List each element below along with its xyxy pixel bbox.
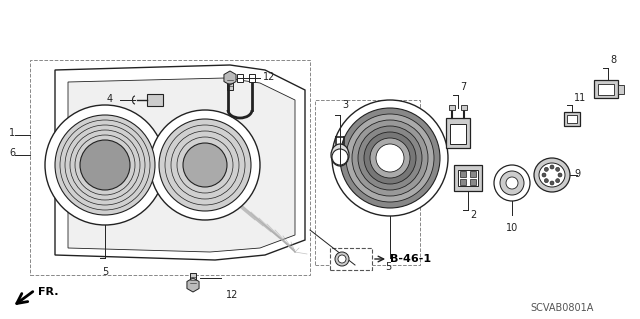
Circle shape (340, 108, 440, 208)
Text: 5: 5 (385, 262, 391, 272)
Bar (567, 115, 577, 123)
Text: 8: 8 (610, 55, 616, 65)
Text: 4: 4 (107, 94, 113, 104)
Circle shape (370, 138, 410, 178)
Bar (315, 100, 420, 265)
Circle shape (556, 179, 559, 183)
Polygon shape (187, 278, 199, 292)
Bar (237, 74, 243, 82)
Circle shape (542, 173, 546, 177)
Bar (30, 60, 310, 275)
Polygon shape (68, 78, 295, 252)
Circle shape (358, 126, 422, 190)
Bar (594, 80, 618, 98)
Ellipse shape (539, 163, 565, 187)
Bar (618, 85, 624, 94)
Circle shape (364, 132, 416, 184)
Bar (190, 273, 196, 285)
Polygon shape (55, 65, 305, 260)
Circle shape (346, 114, 434, 202)
Ellipse shape (534, 158, 570, 192)
Circle shape (550, 165, 554, 169)
Bar (461, 105, 467, 110)
Text: 3: 3 (342, 100, 348, 110)
Circle shape (332, 149, 348, 165)
Circle shape (494, 165, 530, 201)
Bar (249, 74, 255, 82)
Bar (598, 84, 614, 95)
Circle shape (150, 110, 260, 220)
Circle shape (183, 143, 227, 187)
Bar (449, 105, 455, 110)
Bar (330, 248, 372, 270)
Circle shape (556, 167, 559, 171)
Text: 10: 10 (506, 223, 518, 233)
Circle shape (558, 173, 562, 177)
Circle shape (55, 115, 155, 215)
Bar (460, 179, 466, 185)
Circle shape (545, 167, 548, 171)
Circle shape (376, 144, 404, 172)
Bar (225, 74, 231, 82)
Polygon shape (224, 71, 236, 85)
Circle shape (332, 100, 448, 216)
Text: 2: 2 (470, 210, 476, 220)
Circle shape (506, 177, 518, 189)
Text: 7: 7 (460, 82, 467, 92)
Bar (227, 78, 233, 90)
Text: 11: 11 (574, 93, 586, 103)
Bar (470, 171, 476, 177)
Text: 5: 5 (102, 267, 108, 277)
Text: 12: 12 (263, 72, 275, 82)
Circle shape (45, 105, 165, 225)
Bar (460, 171, 466, 177)
Circle shape (80, 140, 130, 190)
Circle shape (338, 255, 346, 263)
Bar (564, 112, 580, 126)
Bar (147, 94, 163, 106)
Text: 12: 12 (226, 290, 238, 300)
Circle shape (550, 181, 554, 185)
Text: B-46-1: B-46-1 (390, 254, 431, 264)
Bar (450, 124, 466, 144)
Circle shape (335, 252, 349, 266)
Text: 9: 9 (574, 169, 580, 179)
Circle shape (545, 179, 548, 183)
Bar (454, 165, 482, 191)
Circle shape (159, 119, 251, 211)
Ellipse shape (331, 144, 349, 166)
Text: 6: 6 (9, 148, 15, 158)
Circle shape (500, 171, 524, 195)
Text: 1: 1 (9, 128, 15, 138)
Circle shape (352, 120, 428, 196)
Bar (470, 179, 476, 185)
Bar (446, 118, 470, 148)
Text: SCVAB0801A: SCVAB0801A (530, 303, 593, 313)
Text: FR.: FR. (38, 287, 58, 297)
Bar (458, 170, 478, 186)
